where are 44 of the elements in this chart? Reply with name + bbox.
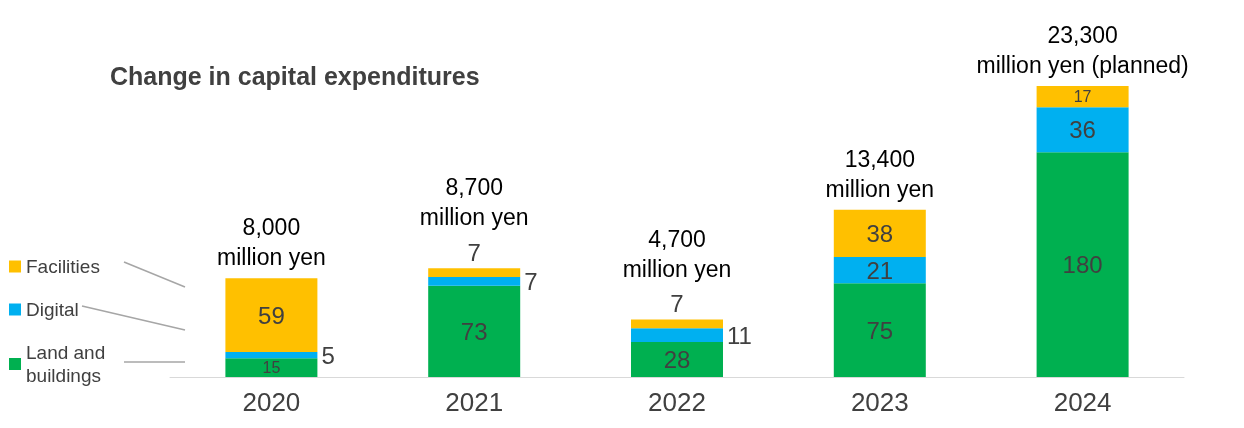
bar [1036,152,1129,377]
legend-label: Digital [26,299,79,320]
annotation: 13,400 million yen [825,145,935,202]
bar [1036,107,1129,153]
data-label: 28 [663,346,691,374]
data-label: 7 [670,290,684,318]
data-label: 36 [1069,116,1096,144]
bar [833,283,926,377]
chart-title: Change in capital expenditures [110,61,480,90]
x-tick-label: 2021 [445,387,504,417]
bar [1036,86,1129,108]
x-tick-label: 2022 [648,387,706,417]
data-label: 5 [321,341,335,369]
legend-label: Facilities [26,256,100,277]
data-label: 59 [258,301,285,329]
bar [225,278,318,353]
bar [631,328,723,343]
text: 23,300 million yen (planned) [976,22,1189,78]
bar [428,268,521,278]
x-tick-label: 2023 [850,387,909,417]
bar [428,285,521,377]
data-label: 7 [467,238,481,266]
annotation: 8,700 million yen [419,174,529,231]
annotation: 8,000 million yen [217,214,326,271]
data-label: 180 [1062,251,1103,279]
data-label: 38 [866,219,894,247]
legend-label: Land and buildings [26,342,111,386]
bar [631,319,723,329]
bar [833,257,926,284]
data-label: 11 [727,321,752,349]
data-label: 73 [460,317,488,345]
bar [428,277,521,286]
bar [225,352,318,359]
bar [833,209,926,258]
data-label: 17 [1073,88,1092,106]
annotation: 4,700 million yen [622,225,732,282]
data-label: 7 [524,267,538,295]
x-tick-label: 2020 [242,387,301,417]
data-label: 15 [262,359,281,377]
x-tick-label: 2024 [1053,387,1112,417]
data-label: 75 [866,316,894,344]
data-label: 21 [866,256,894,284]
bar [225,358,318,377]
bar [631,342,723,377]
